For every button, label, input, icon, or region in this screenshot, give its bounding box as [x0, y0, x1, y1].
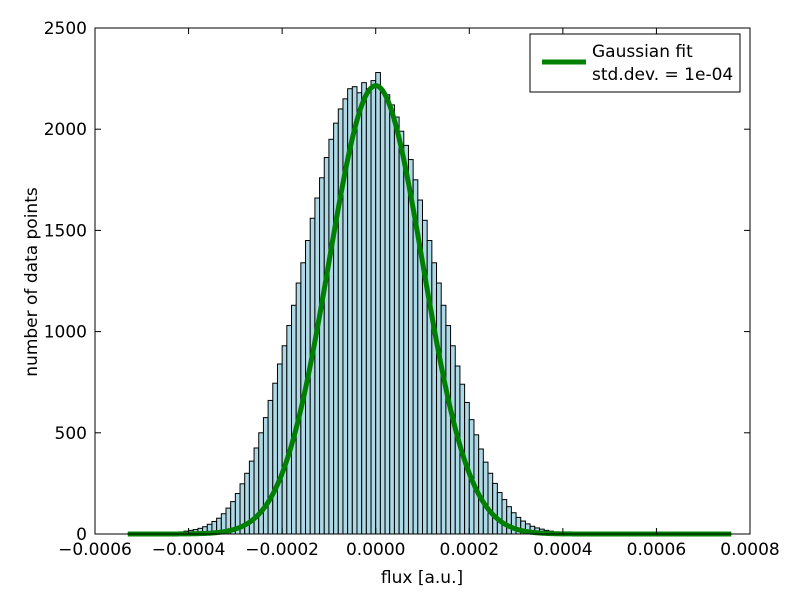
histogram-bar — [337, 108, 344, 535]
legend-label-line1: Gaussian fit — [592, 42, 693, 62]
x-tick-label: 0.0004 — [533, 540, 592, 560]
histogram-bar — [286, 325, 293, 535]
histogram-bar — [375, 72, 381, 535]
x-tick-label: −0.0002 — [245, 540, 319, 560]
histogram-bar — [398, 130, 405, 535]
histogram-bar — [393, 116, 400, 535]
y-axis-ticks: 0 500 1000 1500 2000 2500 — [44, 19, 750, 545]
histogram-bar — [281, 345, 288, 535]
x-tick-label: −0.0006 — [58, 540, 132, 560]
legend-label-line2: std.dev. = 1e-04 — [592, 65, 733, 85]
histogram-bar — [403, 144, 409, 535]
histogram-bar — [361, 82, 367, 535]
histogram-bar — [276, 363, 283, 535]
histogram-bar — [482, 461, 489, 535]
histogram-bar — [262, 417, 269, 535]
histogram-bar — [506, 506, 512, 535]
y-tick-label: 1500 — [44, 221, 87, 241]
histogram-bar — [379, 92, 386, 535]
histogram-bar — [351, 86, 358, 535]
histogram-bar — [333, 122, 339, 535]
histogram-bar — [258, 432, 264, 535]
histogram-bar — [436, 282, 442, 535]
y-tick-label: 500 — [55, 424, 87, 444]
y-tick-label: 1000 — [44, 323, 87, 343]
x-tick-label: 0.0006 — [627, 540, 686, 560]
x-axis-ticks: −0.0006 −0.0004 −0.0002 0.0000 0.0002 0.0004 0… — [58, 28, 780, 560]
plot-frame — [94, 27, 751, 535]
histogram-bar — [365, 88, 372, 535]
histogram-bar — [309, 217, 316, 535]
histogram-bar — [272, 382, 278, 535]
histogram-bar — [356, 92, 363, 535]
histogram-bar — [501, 499, 508, 535]
histogram-bar — [450, 345, 456, 535]
histogram-bar — [267, 399, 274, 535]
histogram-bar — [487, 472, 494, 535]
histogram-bar — [370, 80, 377, 535]
histogram-bar — [431, 262, 438, 535]
x-tick-label: 0.0002 — [440, 540, 499, 560]
histogram-bar — [314, 197, 321, 535]
histogram-bar — [384, 94, 391, 535]
y-tick-label: 2000 — [44, 120, 87, 140]
x-tick-label: 0.0000 — [346, 540, 405, 560]
histogram-bar — [389, 104, 395, 535]
y-tick-label: 0 — [76, 525, 87, 545]
x-tick-label: 0.0008 — [720, 540, 779, 560]
histogram-bar — [328, 138, 335, 535]
histogram-bar — [496, 492, 503, 535]
legend: Gaussian fit std.dev. = 1e-04 — [529, 33, 741, 93]
y-axis-label: number of data points — [22, 187, 42, 377]
histogram-bar — [440, 304, 447, 535]
histogram-bar — [319, 177, 325, 535]
histogram-bar — [445, 325, 452, 535]
x-axis-label: flux [a.u.] — [381, 568, 463, 588]
x-tick-label: −0.0004 — [152, 540, 226, 560]
histogram-bar — [291, 304, 297, 535]
histogram-bar — [323, 157, 330, 535]
histogram-bar — [492, 482, 498, 535]
y-tick-label: 2500 — [44, 19, 87, 39]
